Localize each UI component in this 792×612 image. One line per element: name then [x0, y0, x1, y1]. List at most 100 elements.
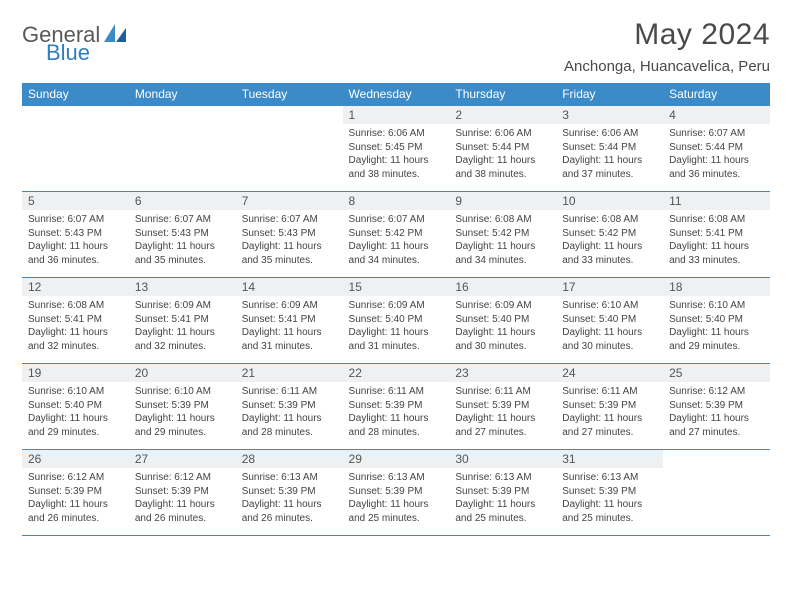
calendar-table: Sunday Monday Tuesday Wednesday Thursday…	[22, 83, 770, 536]
day-number: 19	[22, 364, 129, 382]
calendar-cell: 7Sunrise: 6:07 AMSunset: 5:43 PMDaylight…	[236, 192, 343, 278]
dayheader-wed: Wednesday	[343, 83, 450, 106]
day-details: Sunrise: 6:07 AMSunset: 5:42 PMDaylight:…	[343, 210, 450, 271]
day-details: Sunrise: 6:11 AMSunset: 5:39 PMDaylight:…	[236, 382, 343, 443]
day-details: Sunrise: 6:07 AMSunset: 5:43 PMDaylight:…	[22, 210, 129, 271]
calendar-cell: 19Sunrise: 6:10 AMSunset: 5:40 PMDayligh…	[22, 364, 129, 450]
day-details: Sunrise: 6:09 AMSunset: 5:41 PMDaylight:…	[236, 296, 343, 357]
calendar-cell	[22, 106, 129, 192]
day-details: Sunrise: 6:07 AMSunset: 5:43 PMDaylight:…	[236, 210, 343, 271]
calendar-cell	[129, 106, 236, 192]
calendar-cell: 20Sunrise: 6:10 AMSunset: 5:39 PMDayligh…	[129, 364, 236, 450]
calendar-cell: 21Sunrise: 6:11 AMSunset: 5:39 PMDayligh…	[236, 364, 343, 450]
day-number: 24	[556, 364, 663, 382]
calendar-cell: 11Sunrise: 6:08 AMSunset: 5:41 PMDayligh…	[663, 192, 770, 278]
day-number: 12	[22, 278, 129, 296]
day-details: Sunrise: 6:10 AMSunset: 5:40 PMDaylight:…	[663, 296, 770, 357]
day-number: 17	[556, 278, 663, 296]
day-number: 23	[449, 364, 556, 382]
day-details: Sunrise: 6:09 AMSunset: 5:40 PMDaylight:…	[343, 296, 450, 357]
day-number: 11	[663, 192, 770, 210]
calendar-cell	[663, 450, 770, 536]
calendar-week: 1Sunrise: 6:06 AMSunset: 5:45 PMDaylight…	[22, 106, 770, 192]
calendar-cell: 28Sunrise: 6:13 AMSunset: 5:39 PMDayligh…	[236, 450, 343, 536]
calendar-cell: 30Sunrise: 6:13 AMSunset: 5:39 PMDayligh…	[449, 450, 556, 536]
day-details: Sunrise: 6:10 AMSunset: 5:39 PMDaylight:…	[129, 382, 236, 443]
calendar-cell: 15Sunrise: 6:09 AMSunset: 5:40 PMDayligh…	[343, 278, 450, 364]
day-details: Sunrise: 6:13 AMSunset: 5:39 PMDaylight:…	[343, 468, 450, 529]
day-number: 21	[236, 364, 343, 382]
day-number: 18	[663, 278, 770, 296]
day-number: 4	[663, 106, 770, 124]
day-details: Sunrise: 6:11 AMSunset: 5:39 PMDaylight:…	[449, 382, 556, 443]
day-details: Sunrise: 6:10 AMSunset: 5:40 PMDaylight:…	[22, 382, 129, 443]
calendar-header-row: Sunday Monday Tuesday Wednesday Thursday…	[22, 83, 770, 106]
day-number: 14	[236, 278, 343, 296]
day-number: 6	[129, 192, 236, 210]
day-details: Sunrise: 6:09 AMSunset: 5:40 PMDaylight:…	[449, 296, 556, 357]
day-number: 13	[129, 278, 236, 296]
day-number: 2	[449, 106, 556, 124]
calendar-week: 12Sunrise: 6:08 AMSunset: 5:41 PMDayligh…	[22, 278, 770, 364]
day-details: Sunrise: 6:12 AMSunset: 5:39 PMDaylight:…	[22, 468, 129, 529]
calendar-cell: 3Sunrise: 6:06 AMSunset: 5:44 PMDaylight…	[556, 106, 663, 192]
day-details: Sunrise: 6:08 AMSunset: 5:41 PMDaylight:…	[663, 210, 770, 271]
day-details: Sunrise: 6:13 AMSunset: 5:39 PMDaylight:…	[449, 468, 556, 529]
title-block: May 2024 Anchonga, Huancavelica, Peru	[564, 18, 770, 75]
day-number: 10	[556, 192, 663, 210]
calendar-cell: 18Sunrise: 6:10 AMSunset: 5:40 PMDayligh…	[663, 278, 770, 364]
calendar-cell: 5Sunrise: 6:07 AMSunset: 5:43 PMDaylight…	[22, 192, 129, 278]
calendar-cell: 8Sunrise: 6:07 AMSunset: 5:42 PMDaylight…	[343, 192, 450, 278]
day-number: 20	[129, 364, 236, 382]
day-details: Sunrise: 6:07 AMSunset: 5:43 PMDaylight:…	[129, 210, 236, 271]
calendar-cell: 29Sunrise: 6:13 AMSunset: 5:39 PMDayligh…	[343, 450, 450, 536]
calendar-cell: 13Sunrise: 6:09 AMSunset: 5:41 PMDayligh…	[129, 278, 236, 364]
day-number: 31	[556, 450, 663, 468]
day-number: 5	[22, 192, 129, 210]
day-number: 7	[236, 192, 343, 210]
calendar-cell: 17Sunrise: 6:10 AMSunset: 5:40 PMDayligh…	[556, 278, 663, 364]
calendar-cell: 10Sunrise: 6:08 AMSunset: 5:42 PMDayligh…	[556, 192, 663, 278]
day-details: Sunrise: 6:11 AMSunset: 5:39 PMDaylight:…	[556, 382, 663, 443]
logo-sail-icon	[104, 24, 126, 47]
day-details: Sunrise: 6:12 AMSunset: 5:39 PMDaylight:…	[129, 468, 236, 529]
day-number: 22	[343, 364, 450, 382]
calendar-week: 5Sunrise: 6:07 AMSunset: 5:43 PMDaylight…	[22, 192, 770, 278]
day-details: Sunrise: 6:06 AMSunset: 5:44 PMDaylight:…	[449, 124, 556, 185]
logo-text-blue: Blue	[46, 40, 90, 66]
page: General May 2024 Anchonga, Huancavelica,…	[0, 0, 792, 554]
calendar-cell: 1Sunrise: 6:06 AMSunset: 5:45 PMDaylight…	[343, 106, 450, 192]
day-details: Sunrise: 6:09 AMSunset: 5:41 PMDaylight:…	[129, 296, 236, 357]
calendar-cell: 31Sunrise: 6:13 AMSunset: 5:39 PMDayligh…	[556, 450, 663, 536]
day-details: Sunrise: 6:07 AMSunset: 5:44 PMDaylight:…	[663, 124, 770, 185]
dayheader-fri: Friday	[556, 83, 663, 106]
day-number: 25	[663, 364, 770, 382]
day-number: 16	[449, 278, 556, 296]
calendar-cell: 24Sunrise: 6:11 AMSunset: 5:39 PMDayligh…	[556, 364, 663, 450]
day-number: 1	[343, 106, 450, 124]
day-details: Sunrise: 6:13 AMSunset: 5:39 PMDaylight:…	[556, 468, 663, 529]
dayheader-sat: Saturday	[663, 83, 770, 106]
day-number: 30	[449, 450, 556, 468]
day-number: 27	[129, 450, 236, 468]
calendar-cell: 4Sunrise: 6:07 AMSunset: 5:44 PMDaylight…	[663, 106, 770, 192]
dayheader-thu: Thursday	[449, 83, 556, 106]
day-number: 15	[343, 278, 450, 296]
day-number: 8	[343, 192, 450, 210]
location-text: Anchonga, Huancavelica, Peru	[564, 58, 770, 75]
day-details: Sunrise: 6:06 AMSunset: 5:44 PMDaylight:…	[556, 124, 663, 185]
day-number: 26	[22, 450, 129, 468]
calendar-cell: 9Sunrise: 6:08 AMSunset: 5:42 PMDaylight…	[449, 192, 556, 278]
day-details: Sunrise: 6:10 AMSunset: 5:40 PMDaylight:…	[556, 296, 663, 357]
calendar-cell: 23Sunrise: 6:11 AMSunset: 5:39 PMDayligh…	[449, 364, 556, 450]
day-number: 9	[449, 192, 556, 210]
page-title: May 2024	[564, 18, 770, 52]
day-number: 29	[343, 450, 450, 468]
calendar-week: 19Sunrise: 6:10 AMSunset: 5:40 PMDayligh…	[22, 364, 770, 450]
dayheader-tue: Tuesday	[236, 83, 343, 106]
day-details: Sunrise: 6:13 AMSunset: 5:39 PMDaylight:…	[236, 468, 343, 529]
day-details: Sunrise: 6:12 AMSunset: 5:39 PMDaylight:…	[663, 382, 770, 443]
calendar-cell: 25Sunrise: 6:12 AMSunset: 5:39 PMDayligh…	[663, 364, 770, 450]
calendar-week: 26Sunrise: 6:12 AMSunset: 5:39 PMDayligh…	[22, 450, 770, 536]
calendar-cell: 27Sunrise: 6:12 AMSunset: 5:39 PMDayligh…	[129, 450, 236, 536]
